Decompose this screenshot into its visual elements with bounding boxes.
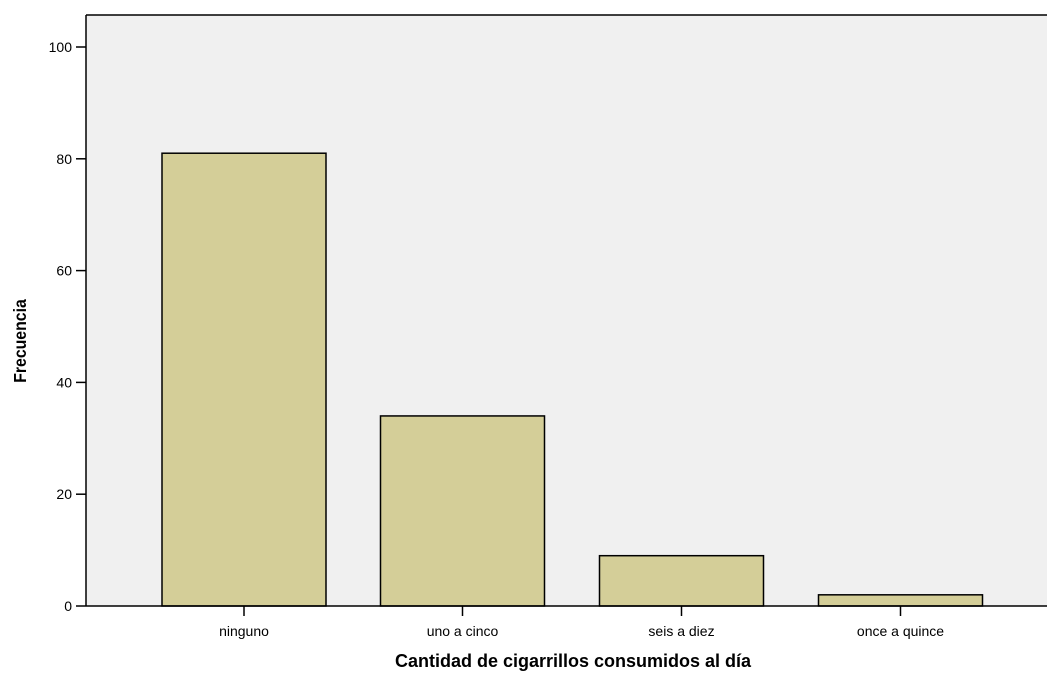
y-tick-label: 80: [56, 151, 72, 167]
y-tick-label: 100: [49, 39, 73, 55]
bar-once-a-quince: [817, 594, 984, 607]
y-ticks: 0 20 40 60 80 100: [49, 39, 86, 614]
x-ticks: ninguno uno a cinco seis a diez once a quin…: [219, 606, 944, 639]
bar-seis-a-diez: [598, 554, 765, 607]
bar-uno-a-cinco: [379, 415, 546, 607]
bars: [161, 152, 984, 607]
x-tick-label: uno a cinco: [427, 623, 499, 639]
x-tick-label: ninguno: [219, 623, 269, 639]
y-tick-label: 40: [56, 374, 72, 390]
x-tick-label: seis a diez: [648, 623, 714, 639]
x-axis-title: Cantidad de cigarrillos consumidos al dí…: [395, 651, 752, 671]
y-tick-label: 20: [56, 486, 72, 502]
bar-ninguno: [161, 152, 327, 607]
y-axis-title: Frecuencia: [10, 299, 30, 383]
x-tick-label: once a quince: [857, 623, 944, 639]
y-tick-label: 0: [64, 598, 72, 614]
y-tick-label: 60: [56, 263, 72, 279]
